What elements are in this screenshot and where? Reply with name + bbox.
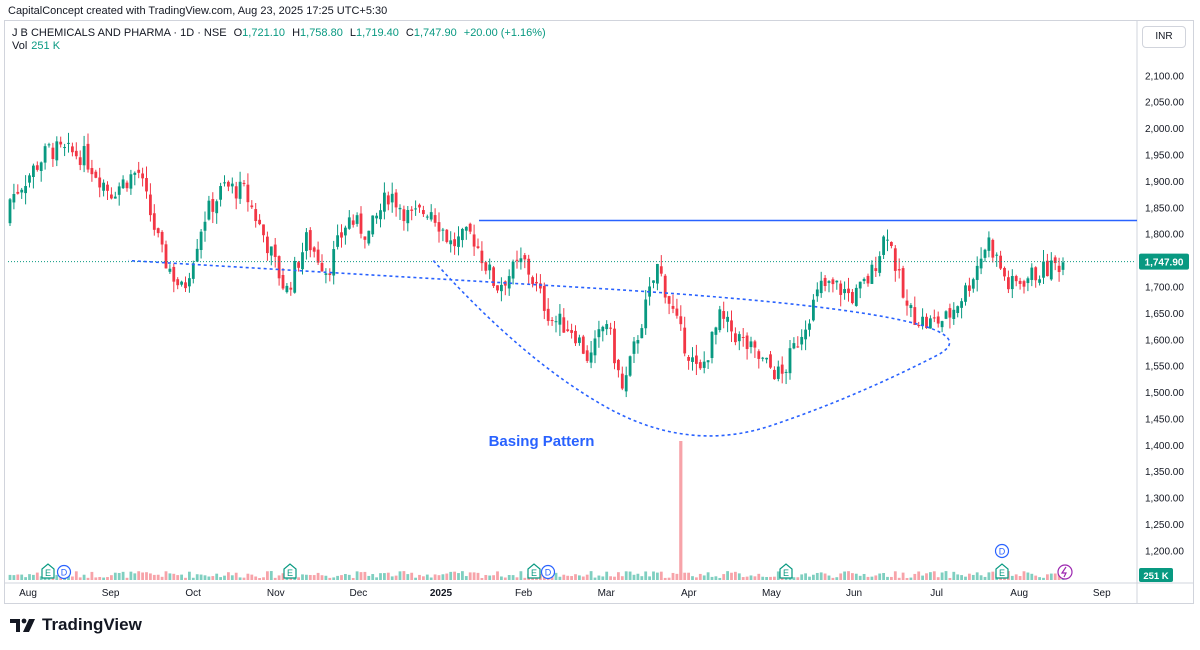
currency-button[interactable]: INR bbox=[1142, 26, 1186, 48]
high-label: H bbox=[292, 27, 301, 39]
symbol-name: J B CHEMICALS AND PHARMA · 1D · NSE bbox=[12, 27, 227, 39]
close-value: 1,747.90 bbox=[413, 27, 457, 39]
chart-frame bbox=[4, 20, 1194, 604]
low-label: L bbox=[349, 27, 357, 39]
tradingview-logo-icon bbox=[10, 618, 35, 632]
change-value: +20.00 (+1.16%) bbox=[463, 27, 546, 39]
open-value: 1,721.10 bbox=[242, 27, 285, 39]
symbol-legend: J B CHEMICALS AND PHARMA · 1D · NSE O1,7… bbox=[12, 27, 550, 53]
high-value: 1,758.80 bbox=[300, 27, 343, 39]
brand-name: TradingView bbox=[42, 615, 142, 634]
chart-credit: CapitalConcept created with TradingView.… bbox=[8, 5, 388, 17]
open-label: O bbox=[233, 27, 243, 39]
volume-label: Vol bbox=[12, 40, 28, 52]
volume-value: 251 K bbox=[31, 40, 61, 52]
low-value: 1,719.40 bbox=[356, 27, 399, 39]
tradingview-logo[interactable]: TradingView bbox=[10, 615, 142, 635]
close-label: C bbox=[405, 27, 414, 39]
